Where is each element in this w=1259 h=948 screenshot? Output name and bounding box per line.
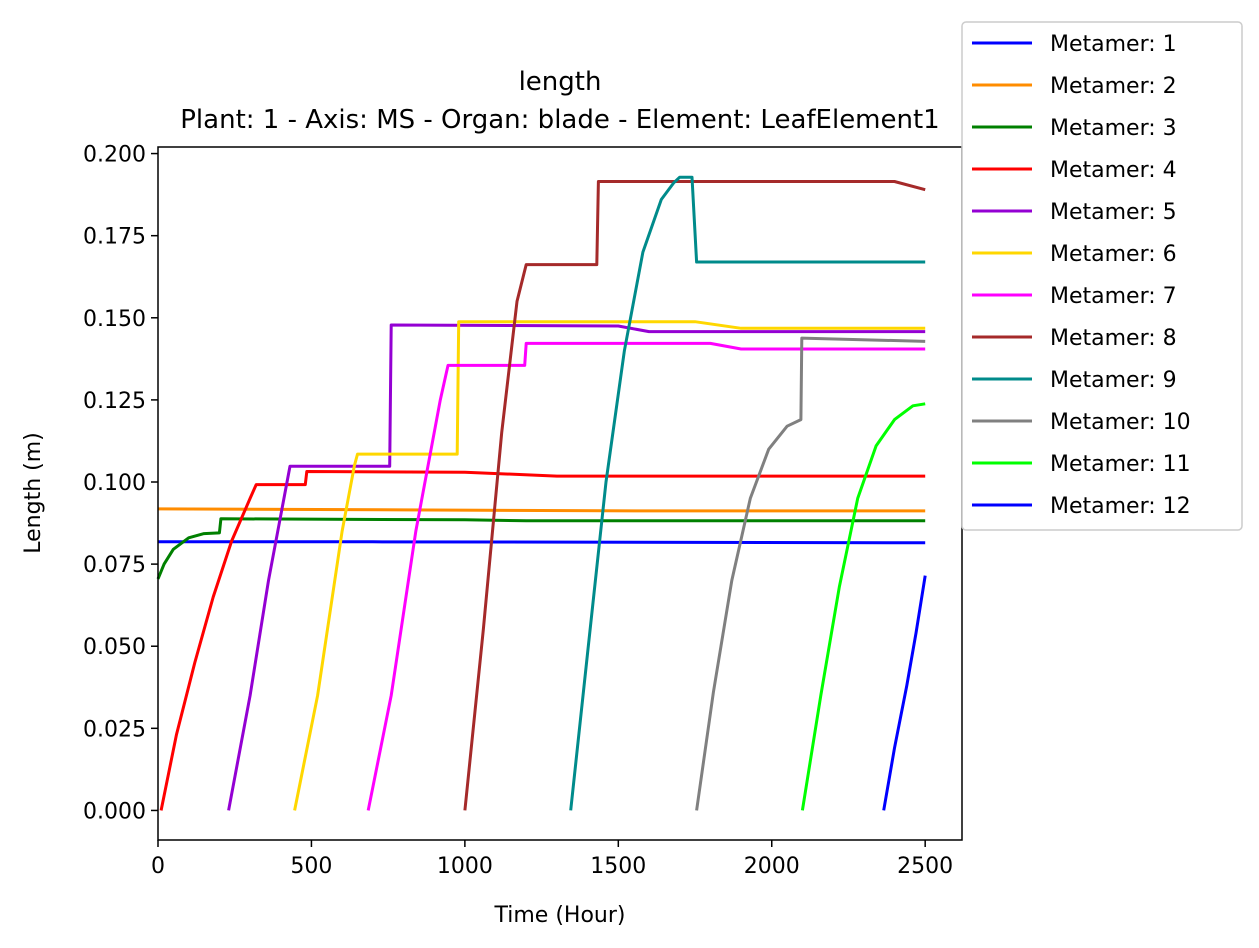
- series-line-9: [569, 175, 926, 811]
- legend-label-6: Metamer: 6: [1050, 242, 1177, 267]
- legend-label-8: Metamer: 8: [1050, 326, 1177, 351]
- x-axis-label: Time (Hour): [494, 903, 626, 928]
- legend-label-4: Metamer: 4: [1050, 158, 1177, 183]
- legend-label-11: Metamer: 11: [1050, 452, 1191, 477]
- legend-label-3: Metamer: 3: [1050, 116, 1177, 141]
- legend-label-12: Metamer: 12: [1050, 494, 1191, 519]
- series-line-4: [159, 470, 926, 811]
- y-tick-label: 0.200: [83, 143, 146, 168]
- legend-frame: [961, 21, 1243, 531]
- y-tick-label: 0.025: [83, 717, 146, 742]
- series-line-7: [366, 341, 926, 811]
- y-tick-label: 0.100: [83, 471, 146, 496]
- x-tick-label: 1500: [590, 854, 646, 879]
- x-tick-label: 2500: [897, 854, 953, 879]
- series-line-11: [800, 402, 926, 811]
- y-axis: 0.000 0.025 0.050 0.075 0.100 0.125 0.150 0.175…: [83, 143, 158, 824]
- series-line-3: [156, 517, 926, 580]
- plot-frame: [157, 146, 963, 841]
- series-line-1: [158, 540, 926, 545]
- legend-label-1: Metamer: 1: [1050, 32, 1177, 57]
- series-line-10: [695, 336, 926, 811]
- x-tick-label: 2000: [744, 854, 800, 879]
- series-line-12: [882, 575, 927, 811]
- x-axis: 0 500 1000 1500 2000 2500: [151, 840, 953, 879]
- legend: Metamer: 1 Metamer: 2 Metamer: 3 Metamer: 4…: [961, 21, 1243, 531]
- y-tick-label: 0.175: [83, 225, 146, 250]
- chart-title: length: [519, 67, 602, 97]
- y-tick-label: 0.125: [83, 389, 146, 414]
- legend-label-9: Metamer: 9: [1050, 368, 1177, 393]
- plot-lines: [156, 175, 927, 811]
- y-tick-label: 0.150: [83, 307, 146, 332]
- y-tick-label: 0.075: [83, 553, 146, 578]
- series-line-2: [157, 507, 926, 513]
- series-line-8: [463, 180, 926, 811]
- y-tick-label: 0.050: [83, 635, 146, 660]
- x-tick-label: 500: [290, 854, 332, 879]
- legend-label-5: Metamer: 5: [1050, 200, 1177, 225]
- x-tick-label: 1000: [437, 854, 493, 879]
- y-tick-label: 0.000: [83, 799, 146, 824]
- legend-label-2: Metamer: 2: [1050, 74, 1177, 99]
- legend-label-7: Metamer: 7: [1050, 284, 1177, 309]
- chart-subtitle: Plant: 1 - Axis: MS - Organ: blade - Ele…: [180, 105, 939, 135]
- series-line-5: [227, 323, 926, 811]
- legend-label-10: Metamer: 10: [1050, 410, 1191, 435]
- y-axis-label: Length (m): [21, 432, 46, 553]
- series-line-6: [293, 320, 926, 811]
- x-tick-label: 0: [151, 854, 165, 879]
